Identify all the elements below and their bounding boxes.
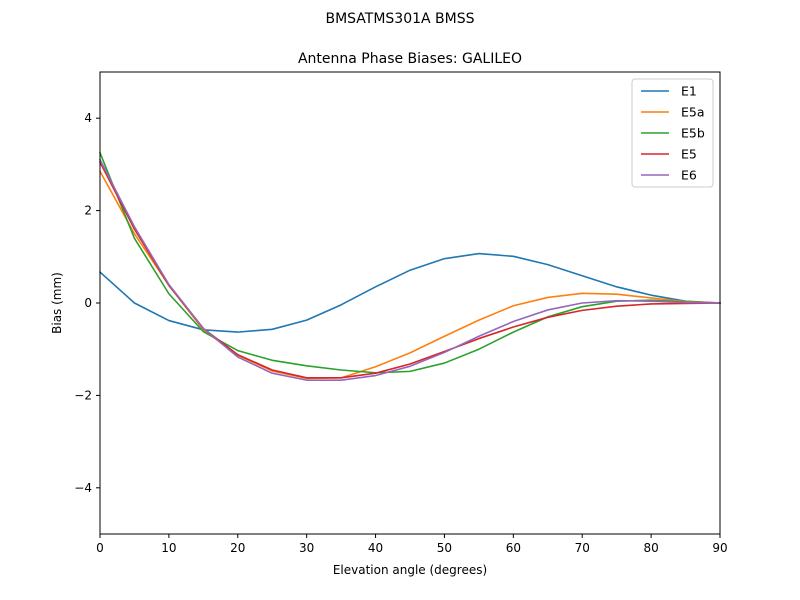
series-line-e5b	[98, 151, 721, 374]
y-tick-label: 0	[84, 296, 92, 310]
x-tick-label: 20	[230, 541, 245, 555]
legend-label-e5a: E5a	[681, 105, 705, 120]
legend-frame	[631, 78, 714, 188]
y-tick-label: −4	[74, 481, 92, 495]
series-line-e5a	[98, 170, 721, 380]
x-tick-label: 50	[437, 541, 452, 555]
y-axis-label: Bias (mm)	[50, 272, 64, 334]
legend-label-e5b: E5b	[681, 126, 705, 141]
x-tick-label: 30	[299, 541, 314, 555]
y-tick-label: 2	[84, 204, 92, 218]
x-tick-label: 10	[161, 541, 176, 555]
x-axis-label: Elevation angle (degrees)	[333, 563, 487, 577]
legend-label-e5: E5	[681, 147, 697, 162]
x-tick-label: 90	[712, 541, 727, 555]
legend: E1 E5a E5b E5 E6	[631, 78, 714, 188]
x-tick-label: 80	[643, 541, 658, 555]
y-axis: −4 −2 0 2 4	[74, 111, 100, 495]
legend-label-e1: E1	[681, 84, 697, 99]
legend-label-e6: E6	[681, 168, 697, 183]
x-axis: 0 10 20 30 40 50 60 70 80 90	[96, 534, 728, 555]
series-line-e6	[98, 158, 721, 381]
chart-suptitle: BMSATMS301A BMSS	[325, 11, 474, 27]
chart-title: Antenna Phase Biases: GALILEO	[298, 51, 522, 67]
plot-frame	[99, 71, 721, 535]
x-tick-label: 0	[96, 541, 104, 555]
x-tick-label: 60	[506, 541, 521, 555]
y-tick-label: −2	[74, 388, 92, 402]
x-tick-label: 40	[368, 541, 383, 555]
series-layer	[98, 151, 721, 381]
y-tick-label: 4	[84, 111, 92, 125]
x-tick-label: 70	[575, 541, 590, 555]
